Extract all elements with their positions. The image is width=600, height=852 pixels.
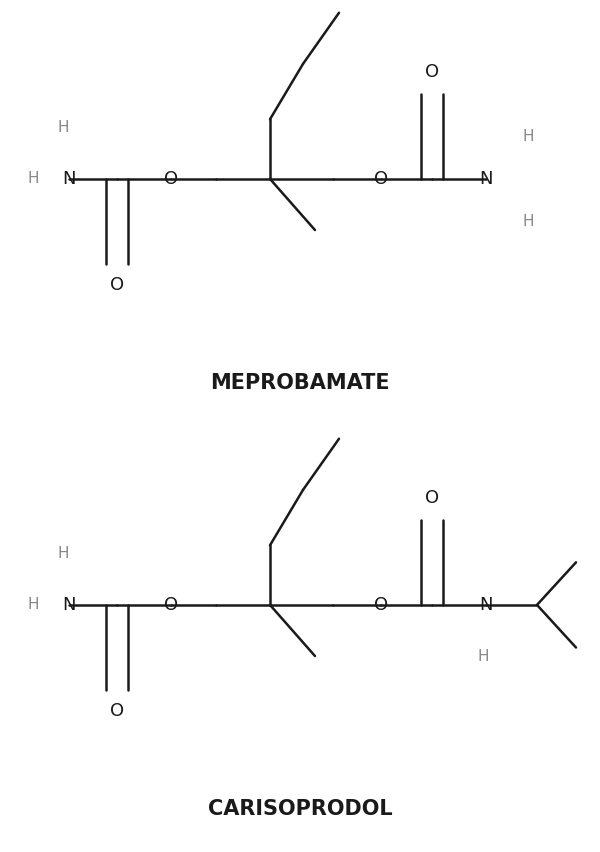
Text: N: N — [62, 170, 76, 188]
Text: O: O — [425, 63, 439, 82]
Text: O: O — [110, 276, 124, 295]
Text: N: N — [62, 596, 76, 614]
Text: O: O — [164, 170, 178, 188]
Text: O: O — [374, 596, 388, 614]
Text: H: H — [477, 648, 489, 664]
Text: MEPROBAMATE: MEPROBAMATE — [210, 373, 390, 394]
Text: O: O — [110, 702, 124, 721]
Text: H: H — [522, 214, 534, 229]
Text: O: O — [425, 489, 439, 508]
Text: H: H — [522, 129, 534, 144]
Text: H: H — [27, 597, 39, 613]
Text: O: O — [374, 170, 388, 188]
Text: O: O — [164, 596, 178, 614]
Text: H: H — [57, 546, 69, 561]
Text: CARISOPRODOL: CARISOPRODOL — [208, 799, 392, 820]
Text: H: H — [27, 171, 39, 187]
Text: H: H — [57, 120, 69, 135]
Text: N: N — [479, 170, 493, 188]
Text: N: N — [479, 596, 493, 614]
